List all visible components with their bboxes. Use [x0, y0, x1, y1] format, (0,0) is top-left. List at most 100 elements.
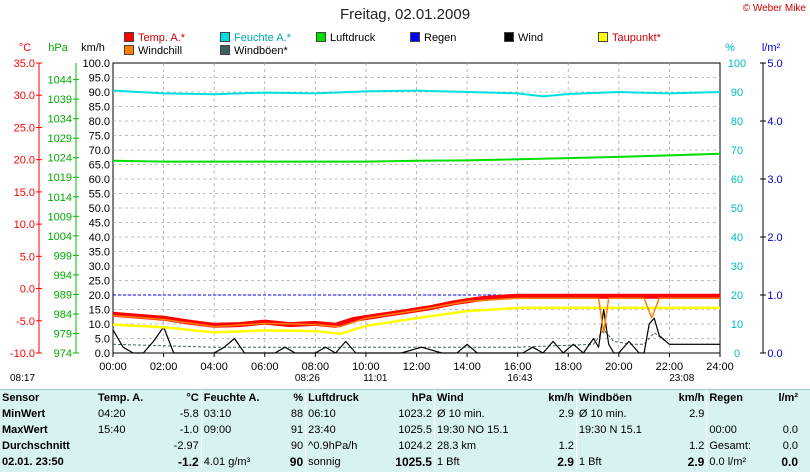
kmh-tick-label: 20.0	[89, 290, 110, 302]
hpa-tick-label: 1044	[48, 75, 72, 87]
series-line-luftdruck	[112, 152, 721, 163]
table-cell: 1 Bft	[433, 454, 537, 470]
table-cell: 00:00	[706, 422, 769, 438]
time-tick-label: 06:00	[251, 361, 279, 373]
table-cell-value: 91	[290, 424, 304, 436]
table-cell-value: 1.2	[558, 440, 574, 452]
table-cell: sonnig	[305, 454, 380, 470]
col-unit: km/h	[678, 392, 705, 404]
pct-tick-label: 30	[731, 261, 743, 273]
table-cell	[575, 438, 667, 454]
kmh-tick-label: 60.0	[89, 174, 110, 186]
hpa-unit-label: hPa	[48, 42, 68, 54]
temp-tick-label: -5.0	[16, 316, 35, 328]
legend-swatch	[220, 32, 230, 42]
table-cell-value: 0.0	[782, 440, 798, 452]
pct-unit-label: %	[725, 42, 735, 54]
temp-tick-label: 25.0	[14, 122, 35, 134]
temp-unit-label: °C	[19, 42, 31, 54]
table-cell-value: 2.9	[558, 408, 574, 420]
legend-swatch	[504, 32, 514, 42]
col-unit: km/h	[548, 392, 574, 404]
time-mark-label: 08:17	[10, 373, 36, 384]
hpa-tick-label: 1014	[48, 192, 72, 204]
legend-label: Windböen*	[234, 45, 288, 57]
hpa-tick-label: 1034	[48, 114, 72, 126]
table-cell: 1 Bft	[575, 454, 667, 470]
kmh-tick-label: 90.0	[89, 87, 110, 99]
kmh-tick-label: 10.0	[89, 319, 110, 331]
legend-label: Windchill	[138, 45, 183, 57]
table-cell-value: 1.2	[689, 440, 705, 452]
table-cell: 4.01 g/m³	[200, 454, 282, 470]
table-cell: Ø 10 min.	[433, 406, 537, 422]
table-cell	[96, 438, 162, 454]
pct-tick-label: 50	[731, 203, 743, 215]
time-mark-label: 08:26	[294, 373, 320, 384]
credit-label: © Weber Mike	[742, 3, 806, 14]
legend-swatch	[220, 45, 230, 55]
hpa-tick-label: 974	[54, 348, 72, 360]
hpa-tick-label: 994	[54, 270, 72, 282]
kmh-tick-label: 15.0	[89, 305, 110, 317]
legend-label: Luftdruck	[330, 32, 376, 44]
pct-tick-label: 60	[731, 174, 743, 186]
time-tick-label: 00:00	[99, 361, 127, 373]
hpa-tick-label: 999	[54, 250, 72, 262]
col-head: Luftdruck	[305, 390, 380, 406]
legend-item: Wind	[504, 32, 543, 44]
pct-tick-label: 20	[731, 290, 743, 302]
kmh-unit-label: km/h	[81, 42, 105, 54]
table-cell: 23:40	[305, 422, 380, 438]
table-cell-value: 2.9	[557, 455, 574, 469]
time-tick-label: 04:00	[200, 361, 228, 373]
legend-swatch	[124, 32, 134, 42]
hpa-tick-label: 1019	[48, 172, 72, 184]
table-cell	[200, 438, 282, 454]
kmh-tick-label: 5.0	[95, 334, 110, 346]
hpa-tick-label: 1009	[48, 211, 72, 223]
kmh-tick-label: 70.0	[89, 145, 110, 157]
table-cell-value	[536, 422, 576, 438]
col-head: Regen	[706, 390, 769, 406]
table-cell-value: -1.2	[178, 455, 199, 469]
table-cell-value: 0.0	[782, 424, 798, 436]
table-cell-value: 2.9	[689, 408, 705, 420]
legend-label: Regen	[424, 32, 457, 44]
table-cell-value	[667, 422, 707, 438]
series-line-wind	[112, 308, 720, 354]
table-cell-value: 2.9	[687, 455, 705, 469]
hpa-tick-label: 1029	[48, 133, 72, 145]
kmh-tick-label: 50.0	[89, 203, 110, 215]
row-label: Sensor	[2, 392, 40, 404]
summary-table: Sensor Temp. A. °C Feuchte A. % Luftdruc…	[0, 389, 810, 472]
table-row: MaxWert 15:40 -1.0 09:00 91 23:40 1025.5 19:30 …	[0, 422, 800, 438]
col-unit: °C	[186, 392, 199, 404]
kmh-tick-label: 55.0	[89, 189, 110, 201]
legend-label: Wind	[518, 32, 544, 44]
kmh-tick-label: 80.0	[89, 116, 110, 128]
table-cell-value: -1.0	[179, 424, 199, 436]
col-head: Feuchte A.	[200, 390, 282, 406]
table-cell: 15:40	[97, 424, 126, 436]
table-cell-value	[768, 406, 800, 422]
legend-swatch	[124, 45, 134, 55]
col-unit: %	[293, 392, 304, 404]
col-head: Wind	[433, 390, 537, 406]
kmh-tick-label: 25.0	[89, 276, 110, 288]
kmh-tick-label: 75.0	[89, 131, 110, 143]
row-label: MinWert	[2, 408, 46, 420]
temp-tick-label: 30.0	[14, 90, 35, 102]
pct-tick-label: 100	[728, 58, 746, 70]
hpa-tick-label: 989	[54, 289, 72, 301]
table-cell: ^0.9hPa/h	[305, 438, 380, 454]
table-cell: 04:20	[97, 408, 126, 420]
table-cell-value: -2.97	[173, 440, 199, 452]
pct-tick-label: 90	[731, 87, 743, 99]
time-tick-label: 24:00	[706, 361, 734, 373]
pct-tick-label: 10	[731, 319, 743, 331]
legend-item: Windböen*	[220, 45, 288, 57]
legend-swatch	[316, 32, 326, 42]
temp-tick-label: 35.0	[14, 58, 35, 70]
table-cell-value: 1025.5	[395, 455, 432, 469]
